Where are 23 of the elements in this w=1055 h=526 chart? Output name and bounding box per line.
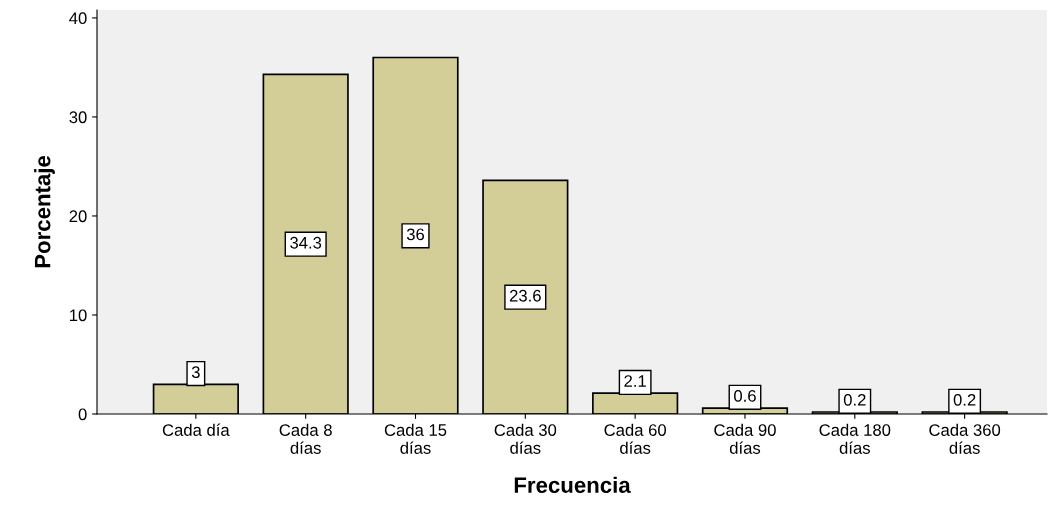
y-axis-title: Porcentaje <box>34 155 55 268</box>
data-label: 0.2 <box>953 393 976 406</box>
x-tick-label: Cada 8 días <box>279 423 332 454</box>
data-label: 2.1 <box>624 375 646 387</box>
x-tick-label: Cada 90 días <box>714 423 776 454</box>
y-tick-label: 20 <box>69 210 87 223</box>
x-tick-label: Cada día <box>162 423 230 436</box>
x-tick-label: Cada 360 días <box>929 423 1001 454</box>
data-label: 36 <box>406 228 425 241</box>
data-label: 3 <box>191 366 200 379</box>
y-tick-label: 30 <box>69 111 87 124</box>
x-tick-label: Cada 15 días <box>384 423 447 454</box>
data-label: 0.6 <box>734 389 756 402</box>
data-label: 23.6 <box>509 289 541 302</box>
x-tick-label: Cada 180 días <box>819 423 891 454</box>
y-tick-label: 40 <box>69 12 87 25</box>
data-label: 34.3 <box>290 236 322 249</box>
x-tick-label: Cada 30 días <box>494 423 557 454</box>
y-tick-label: 10 <box>70 309 87 322</box>
y-tick-label: 0 <box>78 408 87 421</box>
x-tick-label: Cada 60 días <box>604 423 667 454</box>
x-axis-title: Frecuencia <box>514 476 631 493</box>
data-label: 0.2 <box>843 393 866 406</box>
